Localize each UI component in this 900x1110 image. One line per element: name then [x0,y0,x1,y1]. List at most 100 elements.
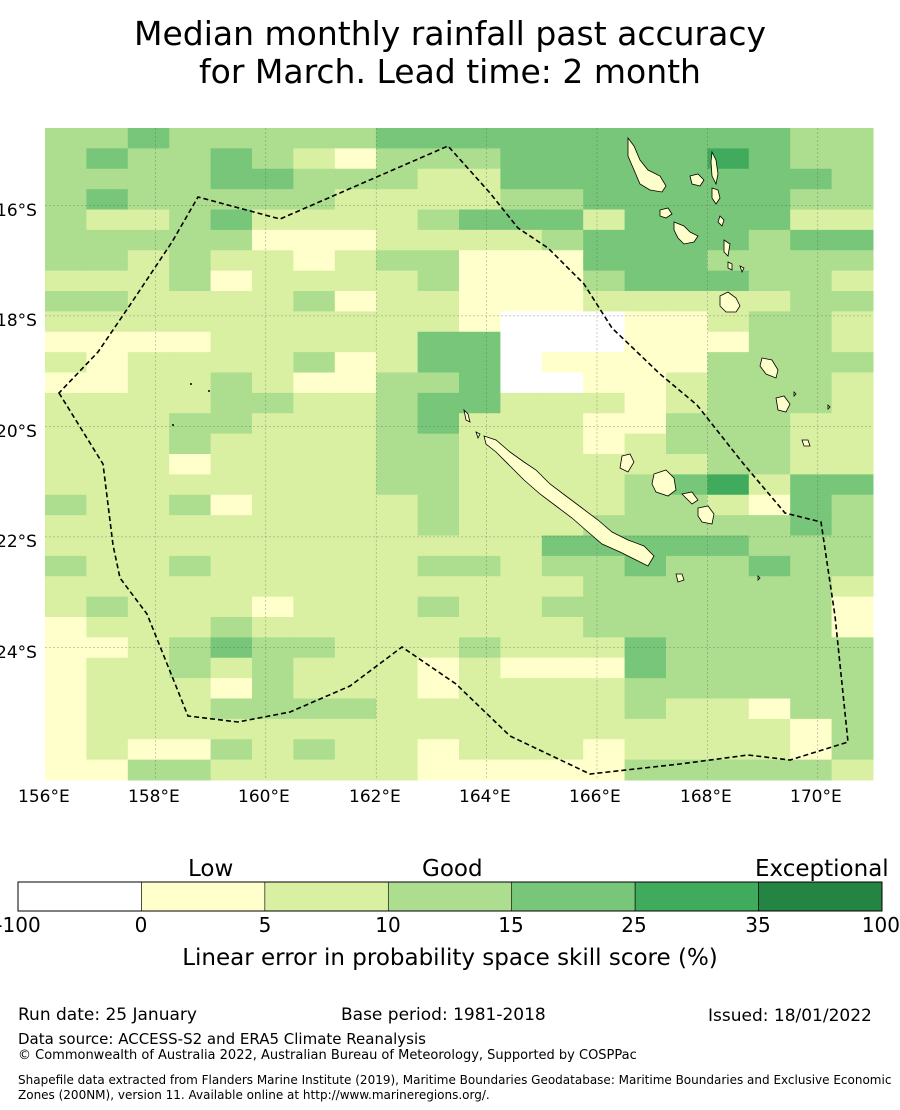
colorbar-tick: 15 [498,913,524,937]
grid-cell [127,270,170,292]
grid-cell [583,494,626,516]
grid-cell [252,657,294,679]
grid-cell [666,474,708,496]
grid-cell [127,372,170,394]
grid-cell [127,413,170,435]
grid-cell [500,596,543,618]
grid-cell [707,555,750,577]
colorbar-segment [387,881,513,912]
grid-cell [210,576,253,598]
grid-cell [500,433,543,455]
grid-cell [417,209,460,231]
grid-cell [541,128,584,149]
colorbar-tick: 100 [861,913,900,937]
grid-cell [45,128,87,149]
copyright: © Commonwealth of Australia 2022, Austra… [18,1048,637,1063]
grid-cell [169,515,212,537]
grid-cell [45,372,87,394]
grid-cell [707,250,750,272]
grid-cell [707,718,750,740]
grid-cell [748,168,791,190]
grid-cell [210,494,253,516]
grid-cell [417,128,460,149]
grid-cell [666,352,708,374]
grid-cell [831,229,874,251]
grid-cell [748,555,791,577]
grid-cell [45,718,87,740]
grid-cell [459,352,501,374]
grid-cell [169,331,212,353]
grid-cell [541,168,584,190]
colorbar-tick: 0 [134,913,148,937]
grid-cell [624,454,667,475]
grid-cell [334,168,377,190]
grid-cell [210,250,253,272]
grid-cell [86,698,129,720]
grid-cell [252,250,294,272]
grid-cell [583,678,626,700]
lon-label-160e: 160°E [238,787,290,807]
grid-cell [459,515,501,537]
grid-cell [417,392,460,414]
grid-cell [252,311,294,333]
grid-cell [127,657,170,679]
grid-cell [293,637,336,659]
grid-cell [252,596,294,618]
grid-cell [831,372,874,394]
grid-cell [127,454,170,475]
grid-cell [376,678,419,700]
grid-cell [790,209,833,231]
grid-cell [666,698,708,720]
grid-cell [500,331,543,353]
grid-cell [86,128,129,149]
grid-cell [666,678,708,700]
grid-cell [707,576,750,598]
colorbar-segment [17,881,142,912]
grid-cell [169,128,212,149]
grid-cell [127,128,170,149]
grid-cell [293,535,336,557]
grid-cell [210,128,253,149]
grid-cell [790,718,833,740]
grid-cell [293,331,336,353]
grid-cell [831,433,874,455]
grid-cell [127,250,170,272]
grid-cell [252,555,294,577]
grid-cell [252,576,294,598]
grid-cell [790,311,833,333]
grid-cell [500,718,543,740]
grid-cell [666,128,708,149]
grid-cell [169,352,212,374]
colorbar-exceptional-label: Exceptional [755,856,889,882]
grid-cell [210,189,253,211]
grid-cell [169,739,212,761]
grid-cell [417,759,460,781]
grid-cell [334,270,377,292]
grid-cell [210,270,253,292]
colorbar-good-label: Good [422,856,483,882]
grid-cell [293,311,336,333]
grid-cell [583,250,626,272]
grid-cell [45,535,87,557]
grid-cell [748,209,791,231]
grid-cell [417,270,460,292]
grid-cell [790,413,833,435]
colorbar-axis-label: Linear error in probability space skill … [182,945,718,971]
colorbar-segment [511,881,636,912]
grid-cell [376,270,419,292]
grid-cell [583,759,626,781]
grid-cell [790,148,833,170]
grid-cell [417,311,460,333]
grid-cell [541,433,584,455]
grid-cell [45,454,87,475]
grid-cell [252,759,294,781]
grid-cell [707,352,750,374]
grid-cell [127,392,170,414]
lon-label-156e: 156°E [18,787,70,807]
grid-cell [376,596,419,618]
grid-cell [831,678,874,700]
grid-cell [334,759,377,781]
grid-cell [293,515,336,537]
grid-cell [417,250,460,272]
